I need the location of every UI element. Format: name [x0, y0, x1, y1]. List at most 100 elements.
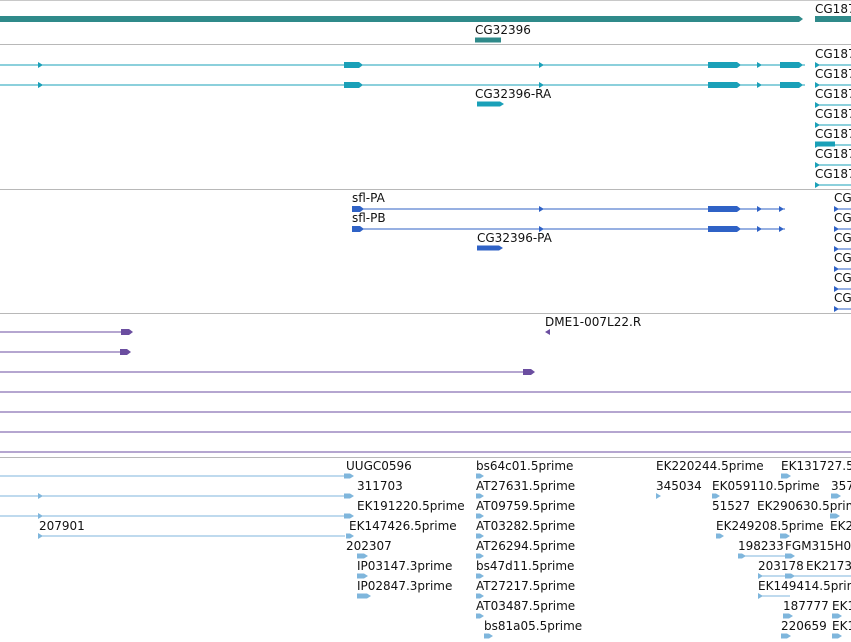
feature-label[interactable]: 220659 [781, 619, 827, 633]
feature-label[interactable]: AT09759.5prime [476, 499, 576, 513]
feature-label[interactable]: CG187 [815, 147, 851, 161]
feature-label[interactable]: bs47d11.5prime [476, 559, 575, 573]
exon-block[interactable] [476, 593, 484, 599]
exon-block[interactable] [476, 513, 484, 519]
exon-block[interactable] [344, 493, 354, 499]
strand-arrow-icon[interactable] [656, 493, 661, 499]
exon-block[interactable] [712, 493, 720, 499]
feature-label[interactable]: EK147426.5prime [349, 519, 457, 533]
exon-block[interactable] [780, 82, 803, 88]
feature-label[interactable]: CG32396-RA [475, 87, 552, 101]
strand-arrow-icon[interactable] [757, 82, 762, 88]
exon-block[interactable] [785, 573, 795, 579]
strand-arrow-icon[interactable] [757, 206, 762, 212]
feature-label[interactable]: 187777 [783, 599, 829, 613]
feature-label[interactable]: bs81a05.5prime [484, 619, 583, 633]
exon-block[interactable] [815, 141, 835, 147]
strand-arrow-icon[interactable] [545, 329, 550, 335]
exon-block[interactable] [708, 226, 741, 232]
exon-block[interactable] [344, 62, 363, 68]
exon-block[interactable] [708, 206, 741, 212]
exon-block[interactable] [780, 62, 803, 68]
feature-label[interactable]: CG32396 [475, 23, 531, 37]
feature-label[interactable]: AT26294.5prime [476, 539, 576, 553]
strand-arrow-icon[interactable] [38, 82, 43, 88]
strand-arrow-icon[interactable] [779, 206, 784, 212]
gene-span-bar[interactable] [815, 16, 851, 22]
feature-label[interactable]: UUGC0596 [346, 459, 412, 473]
feature-label[interactable]: 203178 [758, 559, 804, 573]
exon-block[interactable] [484, 633, 493, 639]
strand-arrow-icon[interactable] [815, 182, 820, 188]
feature-label[interactable]: AT27631.5prime [476, 479, 576, 493]
exon-block[interactable] [357, 593, 371, 599]
exon-block[interactable] [476, 613, 484, 619]
exon-block[interactable] [780, 533, 790, 539]
feature-label[interactable]: 202307 [346, 539, 392, 553]
feature-label[interactable]: FGM315H0 [785, 539, 851, 553]
feature-label[interactable]: CG [834, 191, 851, 205]
feature-label[interactable]: CG [834, 291, 851, 305]
feature-label[interactable]: DME1-007L22.R [545, 315, 642, 329]
strand-arrow-icon[interactable] [539, 62, 544, 68]
exon-block[interactable] [344, 513, 354, 519]
feature-label[interactable]: EK149414.5prime [758, 579, 851, 593]
feature-label[interactable]: CG187 [815, 127, 851, 141]
feature-label[interactable]: 207901 [39, 519, 85, 533]
strand-arrow-icon[interactable] [539, 206, 544, 212]
exon-block[interactable] [832, 613, 842, 619]
feature-label[interactable]: EK1 [832, 599, 851, 613]
feature-label[interactable]: AT03282.5prime [476, 519, 576, 533]
feature-label[interactable]: CG187 [815, 107, 851, 121]
feature-label[interactable]: CG187 [815, 2, 851, 16]
feature-label[interactable]: 345034 [656, 479, 702, 493]
feature-label[interactable]: 198233 [738, 539, 784, 553]
feature-label[interactable]: CG [834, 271, 851, 285]
exon-block[interactable] [120, 349, 131, 355]
feature-label[interactable]: CG187 [815, 87, 851, 101]
feature-label[interactable]: AT03487.5prime [476, 599, 576, 613]
feature-label[interactable]: CG [834, 211, 851, 225]
feature-label[interactable]: CG187 [815, 47, 851, 61]
exon-block[interactable] [830, 513, 840, 519]
exon-block[interactable] [476, 533, 484, 539]
feature-label[interactable]: IP02847.3prime [357, 579, 453, 593]
exon-block[interactable] [785, 553, 795, 559]
exon-block[interactable] [476, 493, 484, 499]
feature-label[interactable]: 311703 [357, 479, 403, 493]
strand-arrow-icon[interactable] [38, 62, 43, 68]
exon-block[interactable] [476, 573, 484, 579]
exon-block[interactable] [716, 533, 724, 539]
feature-label[interactable]: CG187 [815, 167, 851, 181]
feature-label[interactable]: bs64c01.5prime [476, 459, 574, 473]
exon-block[interactable] [357, 573, 368, 579]
feature-label[interactable]: EK249208.5prime [716, 519, 824, 533]
gene-span-bar[interactable] [0, 16, 803, 22]
strand-arrow-icon[interactable] [38, 493, 43, 499]
feature-label[interactable]: CG32396-PA [477, 231, 552, 245]
exon-block[interactable] [781, 473, 791, 479]
feature-label[interactable]: CG [834, 251, 851, 265]
strand-arrow-icon[interactable] [38, 82, 43, 88]
feature-label[interactable]: sfl-PA [352, 191, 385, 205]
strand-arrow-icon[interactable] [779, 226, 784, 232]
exon-block[interactable] [831, 493, 841, 499]
exon-block[interactable] [476, 553, 484, 559]
exon-block[interactable] [781, 633, 791, 639]
feature-label[interactable]: EK131727.5 [781, 459, 851, 473]
strand-arrow-icon[interactable] [758, 593, 763, 599]
feature-label[interactable]: AT27217.5prime [476, 579, 576, 593]
exon-block[interactable] [346, 533, 354, 539]
exon-block[interactable] [477, 245, 503, 251]
strand-arrow-icon[interactable] [834, 306, 839, 312]
feature-label[interactable]: 357 [831, 479, 851, 493]
feature-label[interactable]: EK220244.5prime [656, 459, 764, 473]
feature-label[interactable]: EK2173 [806, 559, 851, 573]
strand-arrow-icon[interactable] [757, 62, 762, 68]
feature-label[interactable]: EK191220.5prime [357, 499, 465, 513]
feature-label[interactable]: EK2 [830, 519, 851, 533]
exon-block[interactable] [708, 62, 741, 68]
feature-label[interactable]: sfl-PB [352, 211, 386, 225]
strand-arrow-icon[interactable] [757, 226, 762, 232]
exon-block[interactable] [738, 553, 746, 559]
